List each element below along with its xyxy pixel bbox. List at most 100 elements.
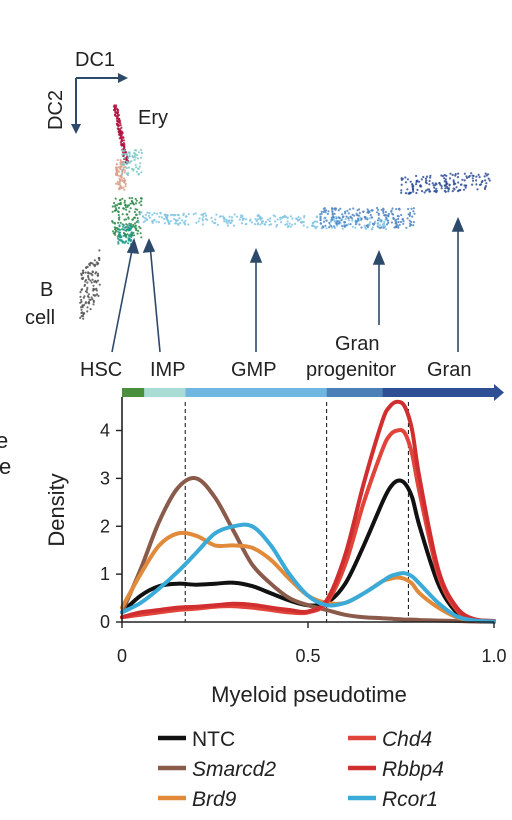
cell-point <box>320 212 323 215</box>
cell-point <box>335 217 338 220</box>
cell-point <box>412 210 415 213</box>
cell-point <box>134 163 137 166</box>
cell-point <box>477 173 480 176</box>
cell-point <box>127 166 130 169</box>
cell-point <box>451 173 454 177</box>
cell-point <box>116 111 119 114</box>
cell-point <box>426 188 429 191</box>
cell-point <box>86 291 89 294</box>
cell-point <box>279 216 282 219</box>
cell-point <box>126 173 129 177</box>
cell-point <box>335 222 338 226</box>
cell-point <box>366 208 369 211</box>
cell-point <box>407 213 410 216</box>
cell-point <box>118 202 121 206</box>
cell-point <box>452 187 455 190</box>
cell-point <box>159 212 162 215</box>
cell-point <box>294 222 297 225</box>
cell-point <box>322 207 325 210</box>
cell-point <box>136 157 139 160</box>
cell-point <box>121 197 124 200</box>
cell-point <box>121 149 124 152</box>
cell-point <box>115 107 118 110</box>
density-curve-smarcd2 <box>120 476 496 624</box>
cell-point <box>179 221 182 225</box>
cell-point <box>84 279 88 282</box>
cell-point <box>87 272 90 275</box>
x-tick-label: 1.0 <box>481 646 506 666</box>
cell-point <box>385 217 388 221</box>
cell-point <box>286 216 289 219</box>
cell-point <box>125 159 128 162</box>
cell-point <box>116 127 119 130</box>
cell-point <box>232 224 236 227</box>
cell-point <box>256 223 259 226</box>
cell-point <box>328 221 331 224</box>
cell-point <box>111 220 114 223</box>
cell-point <box>113 109 116 112</box>
cell-point <box>120 126 123 129</box>
cell-point <box>429 176 432 179</box>
y-tick-label: 3 <box>100 468 110 488</box>
cell-point <box>135 170 138 173</box>
cell-point <box>241 218 245 221</box>
cell-point <box>113 209 116 212</box>
cell-point <box>122 234 125 237</box>
cell-point <box>138 210 141 214</box>
cell-point <box>286 225 289 228</box>
cell-point <box>270 223 273 226</box>
cell-point <box>137 220 140 224</box>
cell-point <box>122 240 125 243</box>
cell-point <box>341 213 344 216</box>
cell-point <box>367 211 370 214</box>
cell-point <box>127 216 130 219</box>
cell-point <box>370 228 373 231</box>
cell-point <box>435 183 438 186</box>
cell-point <box>121 228 124 231</box>
gran-label: Gran <box>427 359 471 381</box>
cell-point <box>125 228 128 231</box>
cell-point <box>92 284 95 287</box>
cell-point <box>410 207 413 210</box>
cell-point <box>124 151 127 154</box>
cell-point <box>86 310 89 313</box>
cell-point <box>82 317 85 320</box>
cell-point <box>378 224 382 227</box>
cell-point <box>319 215 322 218</box>
cell-point <box>239 216 242 219</box>
cell-point <box>398 207 401 210</box>
x-ticks: 0 0.5 1.0 <box>117 622 507 666</box>
cell-point <box>319 218 322 222</box>
hsc-label: HSC <box>80 359 122 381</box>
cell-point <box>127 239 130 242</box>
cell-point <box>128 155 131 158</box>
cell-point <box>380 226 383 229</box>
cell-point <box>117 117 120 120</box>
cell-point <box>129 228 132 231</box>
cell-point <box>116 168 119 171</box>
cell-point <box>259 215 262 218</box>
cell-point <box>410 220 413 224</box>
cell-point <box>119 159 122 162</box>
cell-point <box>484 172 487 175</box>
reference-lines <box>184 402 409 622</box>
cell-point <box>94 272 97 275</box>
cell-point <box>360 217 363 220</box>
cell-point <box>429 174 432 177</box>
cell-point <box>124 182 127 186</box>
cell-point <box>471 177 474 180</box>
cell-point <box>440 187 443 190</box>
cell-point <box>400 189 403 192</box>
cell-point <box>395 221 398 224</box>
cell-point <box>123 177 126 180</box>
cell-point <box>456 176 460 179</box>
cell-point <box>412 190 415 193</box>
cell-point <box>183 223 187 226</box>
cell-point <box>259 223 262 226</box>
cell-point <box>97 256 100 260</box>
cell-point <box>218 215 222 218</box>
cell-point <box>123 226 127 229</box>
cell-point <box>341 216 344 219</box>
cell-point <box>408 222 412 225</box>
cell-point <box>325 227 328 230</box>
